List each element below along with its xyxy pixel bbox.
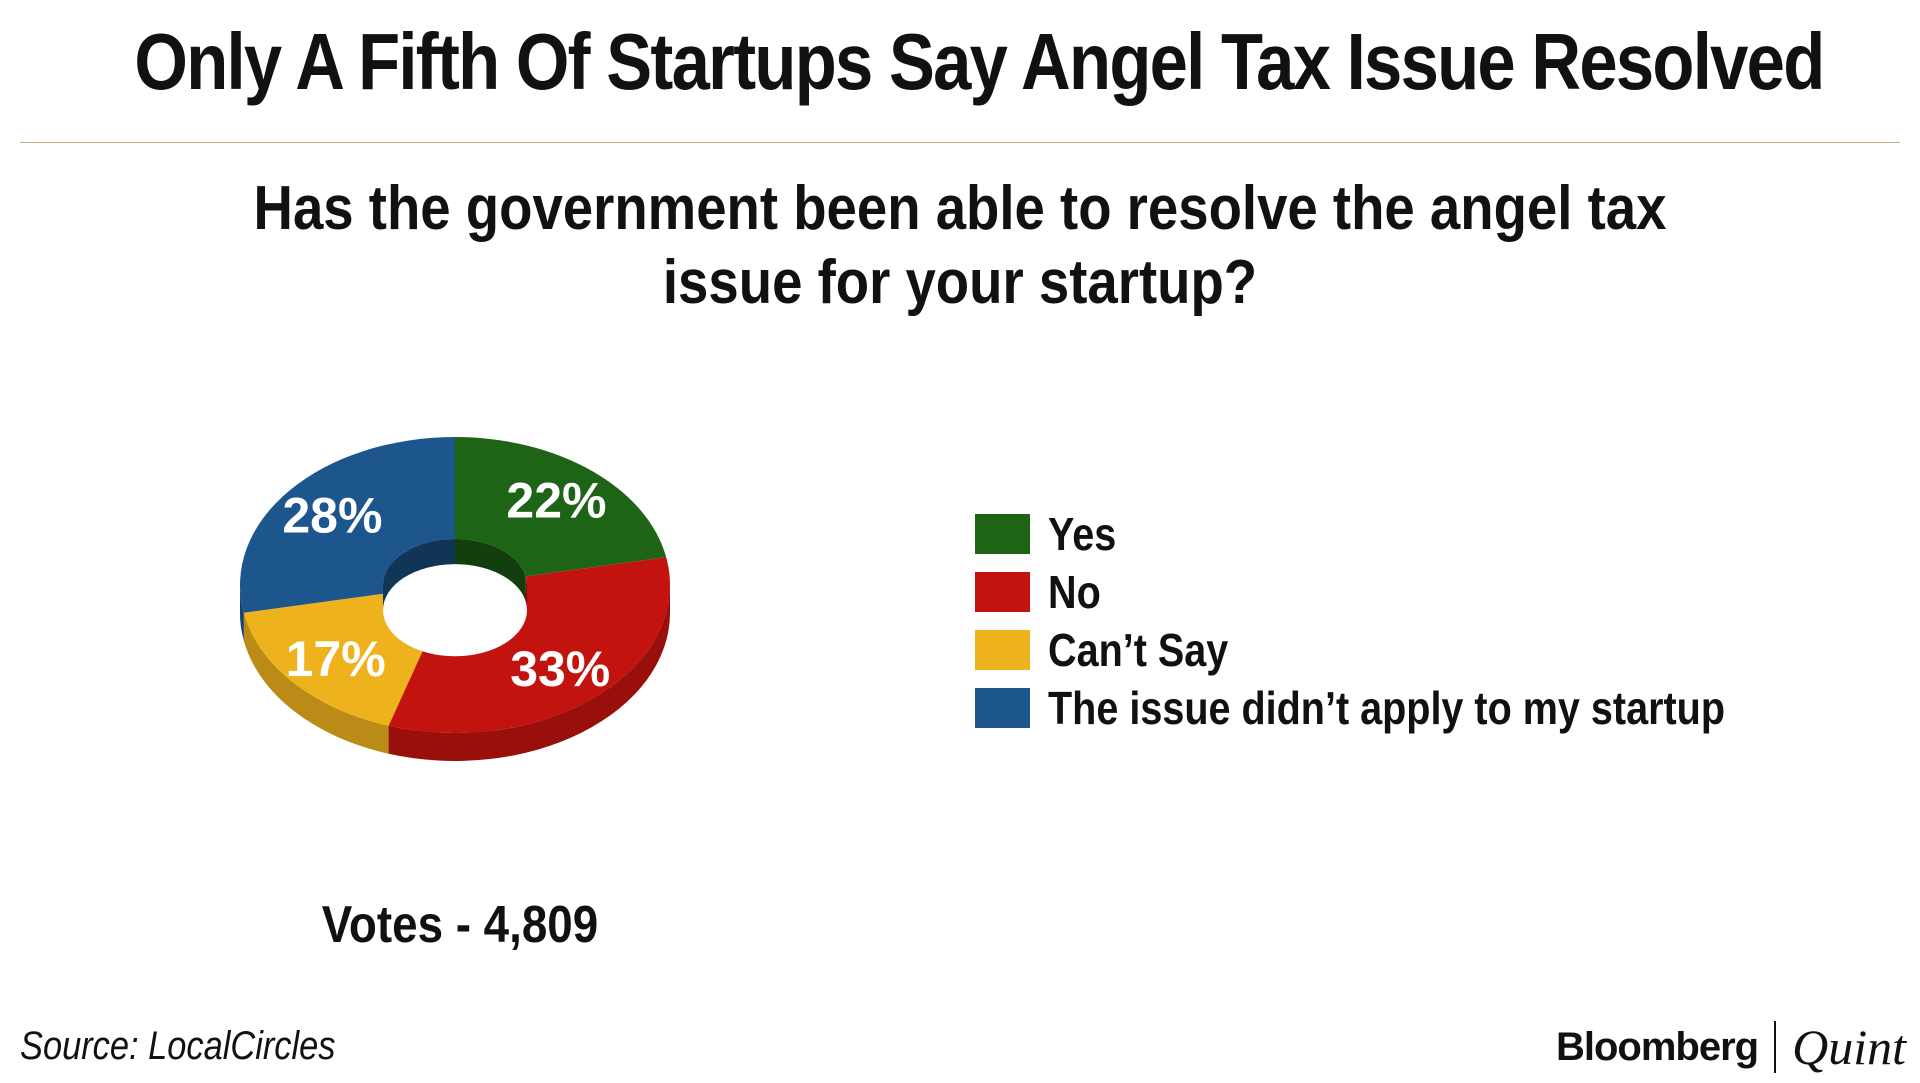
donut-hole-wall-yes-1 [455,539,526,602]
legend-item-no: No [975,563,1835,621]
legend-swatch-no [975,572,1030,612]
donut-side-no [388,585,670,761]
legend-item-not-applicable: The issue didn’t apply to my startup [975,679,1835,737]
donut-side-cant-say [243,612,389,754]
donut-hole-wall-no-1 [525,576,527,611]
legend-item-yes: Yes [975,505,1835,563]
donut-chart: 22% 33% 17% 28% [239,437,670,761]
votes-count: Votes - 4,809 [321,896,599,954]
legend: Yes No Can’t Say The issue didn’t apply … [975,505,1835,737]
legend-label-cant-say: Can’t Say [1048,624,1229,676]
donut-side-not-applicable [240,585,244,641]
legend-swatch-not-applicable [975,688,1030,728]
subtitle-line-2: issue for your startup? [662,248,1258,317]
brand-logo: Bloomberg Quint [1556,1018,1906,1076]
brand-divider [1774,1021,1777,1073]
title-divider [20,142,1900,143]
legend-item-cant-say: Can’t Say [975,621,1835,679]
donut-hole [383,564,527,657]
donut-slice-not-applicable [239,437,455,613]
legend-swatch-cant-say [975,630,1030,670]
brand-bloomberg: Bloomberg [1555,1024,1759,1069]
slice-label-no: 33% [510,641,610,697]
source-note: Source: LocalCircles [20,1024,336,1068]
donut-hole-wall-not-applicable-0 [383,539,455,611]
legend-label-no: No [1048,566,1101,618]
donut-slice-no [388,557,670,733]
slice-label-not-applicable: 28% [282,487,382,543]
legend-label-yes: Yes [1048,508,1117,560]
donut-slice-cant-say [243,593,433,726]
chart-title: Only A Fifth Of Startups Say Angel Tax I… [134,17,1825,106]
legend-swatch-yes [975,514,1030,554]
slice-label-cant-say: 17% [286,631,386,687]
subtitle-line-1: Has the government been able to resolve … [253,174,1667,243]
slice-label-yes: 22% [506,473,606,529]
chart-subtitle: Has the government been able to resolve … [115,172,1805,320]
legend-label-not-applicable: The issue didn’t apply to my startup [1048,682,1726,734]
donut-slice-yes [455,437,667,577]
brand-quint: Quint [1792,1019,1906,1075]
